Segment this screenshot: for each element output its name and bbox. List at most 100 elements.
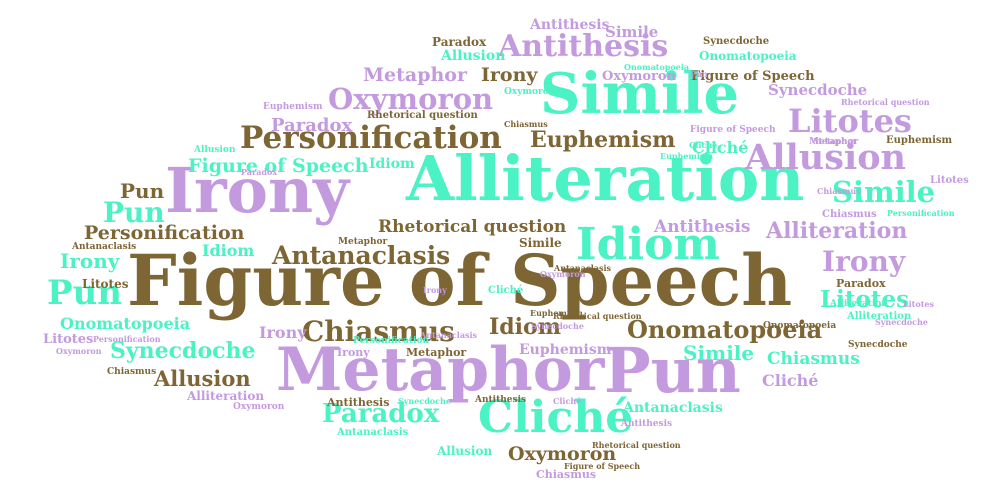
word: Pun <box>690 69 708 79</box>
word: Idiom <box>369 156 415 172</box>
word: Simile <box>832 175 936 209</box>
word: Allusion <box>437 444 493 458</box>
word: Antanaclasis <box>272 241 451 270</box>
word: Idiom <box>489 314 561 340</box>
word: Allusion <box>745 137 906 178</box>
word: Cliché <box>689 140 718 150</box>
word: Rhetorical question <box>841 97 930 107</box>
word: Paradox <box>322 399 440 429</box>
word: Antithesis <box>621 419 673 429</box>
word: Chiasmus <box>767 349 860 369</box>
word: Figure of Speech <box>127 239 793 322</box>
word: Cliché <box>478 392 634 443</box>
word: Metaphor <box>813 136 857 146</box>
word: Simile <box>540 61 740 127</box>
word: Metaphor <box>406 346 467 359</box>
word: Euphemism <box>530 308 583 318</box>
word: Onomatopoeia <box>60 314 191 333</box>
word: Antithesis <box>327 396 390 409</box>
word: Metaphor <box>276 335 605 405</box>
word: Paradox <box>271 115 353 136</box>
word: Rhetorical question <box>367 110 478 121</box>
word: Paradox <box>241 167 278 177</box>
word: Personification <box>887 208 955 218</box>
word: Rhetorical question <box>592 440 681 450</box>
word: Irony <box>423 285 447 295</box>
word: Idiom <box>576 219 720 270</box>
word: Irony <box>337 346 370 359</box>
word: Synecdoche <box>848 340 908 350</box>
word: Personification <box>93 334 161 344</box>
word: Irony <box>822 245 906 278</box>
word: Rhetorical question <box>553 311 642 321</box>
word: Simile <box>519 236 562 250</box>
word: Oxymoron <box>233 402 285 412</box>
word: Paradox <box>432 35 487 49</box>
word: Allusion <box>194 145 236 155</box>
word: Antanaclasis <box>623 400 723 416</box>
word: Synecdoche <box>398 396 451 406</box>
word: Onomatopoeia <box>699 49 797 63</box>
word: Synecdoche <box>110 338 256 364</box>
word: Euphemism <box>886 135 953 146</box>
word: Allusion <box>154 366 251 391</box>
word: Personification <box>240 120 502 156</box>
word: Alliteration <box>766 218 908 244</box>
word: Oxymoron <box>508 443 617 465</box>
word: Cliché <box>553 396 582 406</box>
word: Simile <box>683 341 755 365</box>
word: Irony <box>60 249 120 273</box>
word: Alliteration <box>830 299 888 309</box>
word: Metaphor <box>363 64 467 86</box>
word: Simile <box>605 23 659 41</box>
word: Onomatopoeia <box>627 315 823 344</box>
word: Paradox <box>836 277 886 290</box>
word: Antanaclasis <box>420 330 478 340</box>
word: Antanaclasis <box>554 263 612 273</box>
word: Euphemism <box>660 151 713 161</box>
word: Personification <box>84 222 245 244</box>
word: Alliteration <box>406 142 805 215</box>
word: Figure of Speech <box>690 125 776 135</box>
word: Idiom <box>202 241 255 260</box>
word: Chiasmus <box>302 315 455 348</box>
word: Pun <box>604 334 741 407</box>
word: Oxymoron <box>56 346 102 356</box>
word: Chiasmus <box>822 209 877 220</box>
word: Litotes <box>788 102 912 140</box>
word: Euphemism <box>263 102 323 112</box>
word: Antithesis <box>498 29 669 64</box>
word: Oxymoron <box>328 82 494 116</box>
word: Euphemism <box>519 342 612 358</box>
word: Pun <box>103 196 165 229</box>
word: Oxymoron <box>504 87 556 97</box>
word: Onomatopoeia <box>624 62 690 72</box>
word: Chiasmus <box>504 119 548 129</box>
word: Figure of Speech <box>691 69 815 84</box>
word: Cliché <box>692 138 749 157</box>
word: Litotes <box>43 332 94 347</box>
word: Cliché <box>762 371 819 390</box>
word: Synecdoche <box>531 321 584 331</box>
word: Alliteration <box>187 389 265 403</box>
word: Synecdoche <box>768 81 868 99</box>
word: Litotes <box>930 175 969 186</box>
word: Chiasmus <box>107 367 157 377</box>
word: Antanaclasis <box>72 242 137 252</box>
word: Onomatopoeia <box>763 321 837 331</box>
word: Metaphor <box>338 237 388 247</box>
word: Antithesis <box>530 17 610 33</box>
word: Figure of Speech <box>188 155 369 177</box>
word: Irony <box>165 154 350 227</box>
word: Litotes <box>82 277 129 291</box>
word: Euphemism <box>530 127 676 153</box>
word: Oxymoron <box>602 69 677 84</box>
word: Litotes <box>820 286 910 313</box>
word: Synecdoche <box>875 317 928 327</box>
word: Irony <box>481 64 538 86</box>
word: Pun <box>47 273 123 313</box>
word: Alliteration <box>847 311 912 322</box>
word: Rhetorical question <box>378 217 567 237</box>
word: Allusion <box>441 48 506 64</box>
